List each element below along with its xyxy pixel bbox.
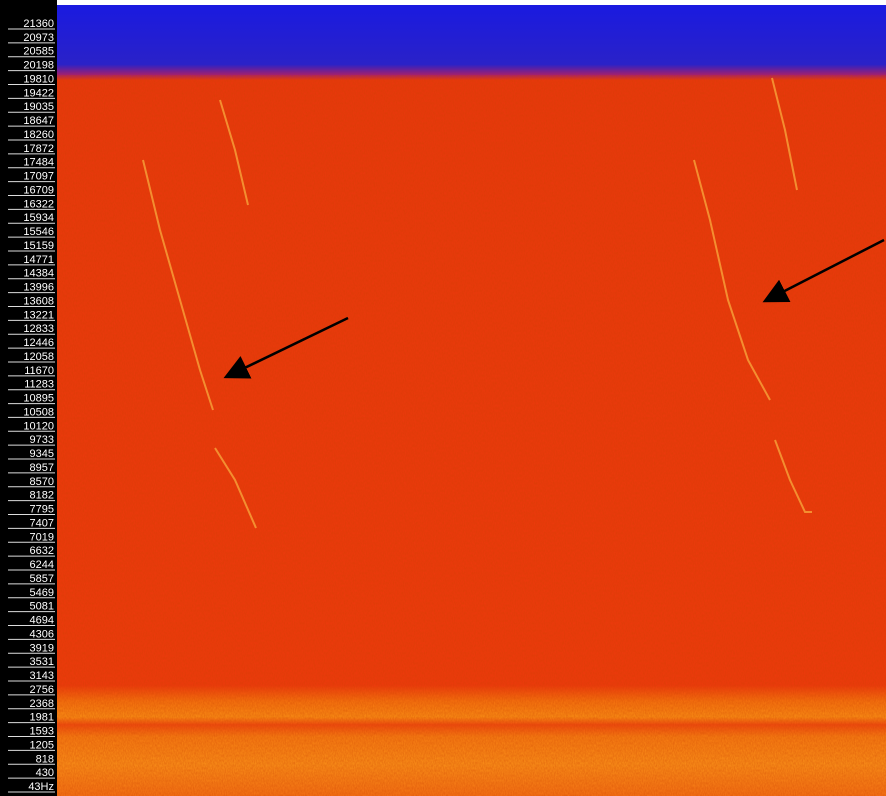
frequency-label: 6244: [30, 559, 54, 571]
frequency-label: 13608: [23, 295, 54, 307]
frequency-label: 15934: [23, 212, 54, 224]
frequency-label: 17872: [23, 143, 54, 155]
frequency-label: 14771: [23, 254, 54, 266]
frequency-label: 10895: [23, 393, 54, 405]
frequency-label: 16322: [23, 198, 54, 210]
frequency-label: 8957: [30, 462, 54, 474]
frequency-label: 5469: [30, 587, 54, 599]
frequency-label: 19422: [23, 87, 54, 99]
frequency-label: 43Hz: [28, 781, 54, 793]
frequency-label: 10508: [23, 406, 54, 418]
frequency-label: 12833: [23, 323, 54, 335]
frequency-label: 7407: [30, 517, 54, 529]
frequency-label: 1205: [30, 739, 54, 751]
frequency-label: 20973: [23, 32, 54, 44]
frequency-label: 3531: [30, 656, 54, 668]
frequency-label: 20198: [23, 60, 54, 72]
spectrogram: 21360 20973 20585 2019819810 19422 19035 18647…: [0, 0, 886, 796]
frequency-label: 11670: [24, 365, 54, 377]
frequency-label: 13996: [23, 282, 54, 294]
frequency-label: 3143: [30, 670, 54, 682]
frequency-label: 6632: [30, 545, 54, 557]
frequency-label: 9345: [30, 448, 54, 460]
frequency-label: 5857: [30, 573, 54, 585]
frequency-label: 7019: [30, 531, 54, 543]
frequency-label: 17097: [23, 171, 54, 183]
frequency-label: 1981: [30, 712, 54, 724]
frequency-label: 430: [36, 767, 54, 779]
frequency-label: 5081: [30, 601, 54, 613]
frequency-label: 13221: [23, 309, 54, 321]
frequency-label: 818: [36, 753, 54, 765]
frequency-label: 1593: [30, 726, 54, 738]
frequency-label: 2756: [30, 684, 54, 696]
frequency-label: 15159: [23, 240, 54, 252]
frequency-label: 18260: [23, 129, 54, 141]
spectrogram-window: 21360 20973 20585 2019819810 19422 19035 18647…: [0, 0, 886, 796]
frequency-label: 7795: [30, 504, 54, 516]
frequency-label: 19810: [23, 73, 54, 85]
frequency-label: 3919: [30, 642, 54, 654]
frequency-label: 18647: [23, 115, 54, 127]
frequency-label: 15546: [23, 226, 54, 238]
frequency-label: 14384: [23, 268, 54, 280]
spectrum-noise: [57, 75, 886, 796]
top-margin: [57, 0, 886, 5]
frequency-label: 20585: [23, 46, 54, 58]
frequency-label: 4306: [30, 628, 54, 640]
frequency-label: 8570: [30, 476, 54, 488]
frequency-label: 10120: [23, 420, 54, 432]
frequency-label: 12058: [23, 351, 54, 363]
frequency-label: 12446: [23, 337, 54, 349]
frequency-label: 19035: [23, 101, 54, 113]
frequency-label: 4694: [30, 615, 54, 627]
frequency-label: 9733: [30, 434, 54, 446]
frequency-label: 21360: [23, 18, 54, 30]
frequency-label: 8182: [30, 490, 54, 502]
frequency-label: 16709: [23, 184, 54, 196]
frequency-label: 17484: [23, 157, 54, 169]
frequency-label: 11283: [24, 379, 54, 391]
frequency-label: 2368: [30, 698, 54, 710]
